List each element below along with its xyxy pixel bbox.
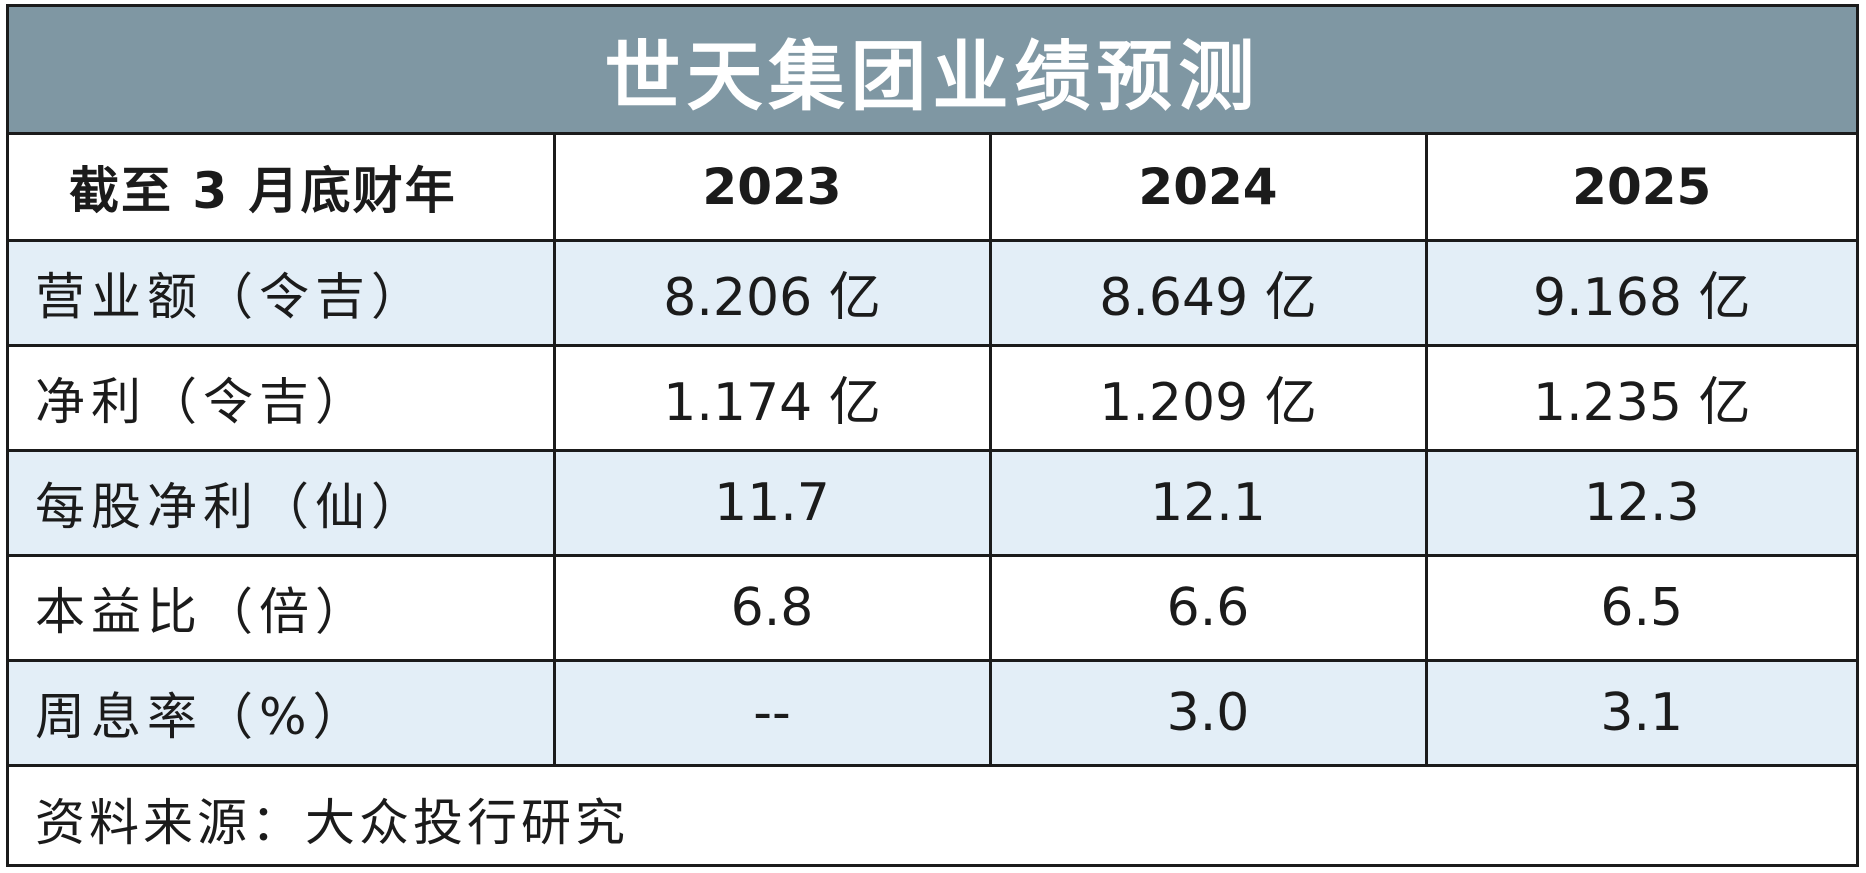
- table-row-eps: 每股净利（仙） 11.7 12.1 12.3: [9, 450, 1856, 557]
- header-row: 截至 3 月底财年 2023 2024 2025: [9, 135, 1856, 242]
- cell-value: 9.168 亿: [1426, 240, 1856, 347]
- cell-value: 1.235 亿: [1426, 345, 1856, 452]
- table-row-dividend-yield: 周息率（%） -- 3.0 3.1: [9, 660, 1856, 767]
- cell-value: 8.649 亿: [990, 240, 1428, 347]
- row-label: 每股净利（仙）: [9, 450, 556, 557]
- title-bar: 世天集团业绩预测: [9, 7, 1856, 135]
- cell-value: 6.8: [554, 555, 992, 662]
- row-label: 营业额（令吉）: [9, 240, 556, 347]
- table-row-revenue: 营业额（令吉） 8.206 亿 8.649 亿 9.168 亿: [9, 240, 1856, 347]
- cell-value: 6.6: [990, 555, 1428, 662]
- cell-value: 11.7: [554, 450, 992, 557]
- cell-value: 1.209 亿: [990, 345, 1428, 452]
- row-label: 净利（令吉）: [9, 345, 556, 452]
- cell-value: 3.1: [1426, 660, 1856, 767]
- row-label: 周息率（%）: [9, 660, 556, 767]
- cell-value: --: [554, 660, 992, 767]
- table-row-pe-ratio: 本益比（倍） 6.8 6.6 6.5: [9, 555, 1856, 662]
- table-row-net-profit: 净利（令吉） 1.174 亿 1.209 亿 1.235 亿: [9, 345, 1856, 452]
- forecast-table: 截至 3 月底财年 2023 2024 2025 营业额（令吉） 8.206 亿…: [9, 135, 1856, 767]
- forecast-table-card: 世天集团业绩预测 截至 3 月底财年 2023 2024 2025 营业额（令吉…: [6, 4, 1859, 867]
- header-fiscal-year-label: 截至 3 月底财年: [9, 135, 556, 242]
- cell-value: 12.1: [990, 450, 1428, 557]
- header-year: 2025: [1426, 135, 1856, 242]
- table-title: 世天集团业绩预测: [604, 31, 1261, 121]
- header-year: 2023: [554, 135, 992, 242]
- cell-value: 8.206 亿: [554, 240, 992, 347]
- cell-value: 1.174 亿: [554, 345, 992, 452]
- source-note: 资料来源：大众投行研究: [35, 793, 629, 852]
- cell-value: 6.5: [1426, 555, 1856, 662]
- row-label: 本益比（倍）: [9, 555, 556, 662]
- cell-value: 3.0: [990, 660, 1428, 767]
- cell-value: 12.3: [1426, 450, 1856, 557]
- header-year: 2024: [990, 135, 1428, 242]
